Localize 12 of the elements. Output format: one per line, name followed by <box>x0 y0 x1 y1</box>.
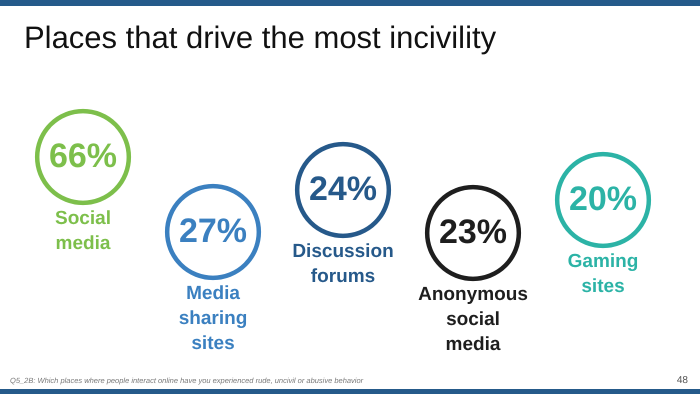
text: Places that drive the most incivility <box>24 20 496 56</box>
category-label: Social media <box>55 208 111 254</box>
category-label: Gaming sites <box>568 251 638 297</box>
category-label: Media sharing sites <box>178 283 248 354</box>
data-label: 66% <box>48 137 118 175</box>
category-label: Anonymous social media <box>418 284 528 355</box>
text: 48 <box>676 375 688 386</box>
data-label: 20% <box>568 180 638 218</box>
category-label: Discussion forums <box>292 241 394 287</box>
data-label: 23% <box>438 213 508 251</box>
data-label: 24% <box>308 170 378 208</box>
data-label: 27% <box>178 212 248 250</box>
